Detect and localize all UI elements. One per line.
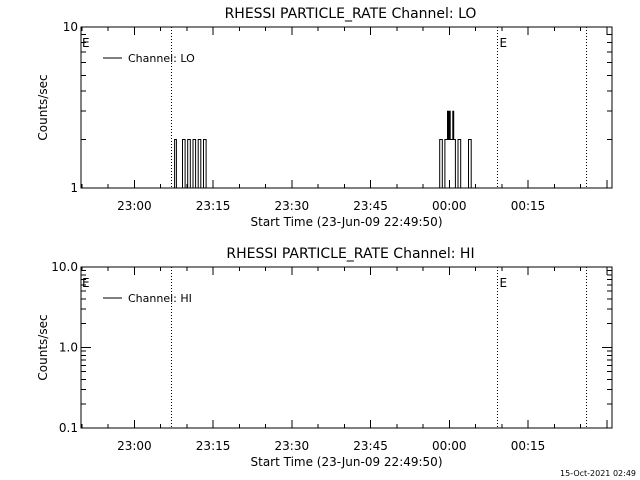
legend-label: Channel: LO [128,52,195,65]
chart-title: RHESSI PARTICLE_RATE Channel: LO [225,6,477,22]
panel-hi: RHESSI PARTICLE_RATE Channel: HI Start Ti… [36,246,613,469]
x-tick-label: 23:30 [275,439,310,453]
x-tick-label: 23:45 [353,199,388,213]
x-axis-label: Start Time (23-Jun-09 22:49:50) [251,455,443,469]
y-axis-label: Counts/sec [36,314,50,380]
series-line-0 [171,110,474,189]
start-event-marker: E [82,276,90,290]
x-tick-label: 23:15 [196,199,231,213]
start-event-marker: E [82,36,90,50]
y-tick-label: 1.0 [59,341,78,355]
x-tick-label: 23:30 [275,199,310,213]
x-tick-label: 23:45 [353,439,388,453]
event-line-label: E [500,276,508,290]
y-tick-label: 10.0 [51,260,78,274]
panel-lo: RHESSI PARTICLE_RATE Channel: LO Start Ti… [36,6,613,229]
x-tick-label: 23:00 [117,199,152,213]
y-tick-label: 1 [70,181,78,195]
footer-timestamp: 15-Oct-2021 02:49 [560,469,636,478]
x-tick-label: 00:15 [511,199,546,213]
x-tick-label: 00:15 [511,439,546,453]
y-axis-label: Counts/sec [36,74,50,140]
x-axis-label: Start Time (23-Jun-09 22:49:50) [251,215,443,229]
y-tick-label: 0.1 [59,421,78,435]
legend-label: Channel: HI [128,292,192,305]
x-tick-label: 00:00 [432,439,467,453]
x-tick-label: 23:00 [117,439,152,453]
x-tick-label: 00:00 [432,199,467,213]
chart-title: RHESSI PARTICLE_RATE Channel: HI [226,246,474,262]
event-line-label: E [500,36,508,50]
y-tick-label: 10 [63,20,78,34]
x-tick-label: 23:15 [196,439,231,453]
